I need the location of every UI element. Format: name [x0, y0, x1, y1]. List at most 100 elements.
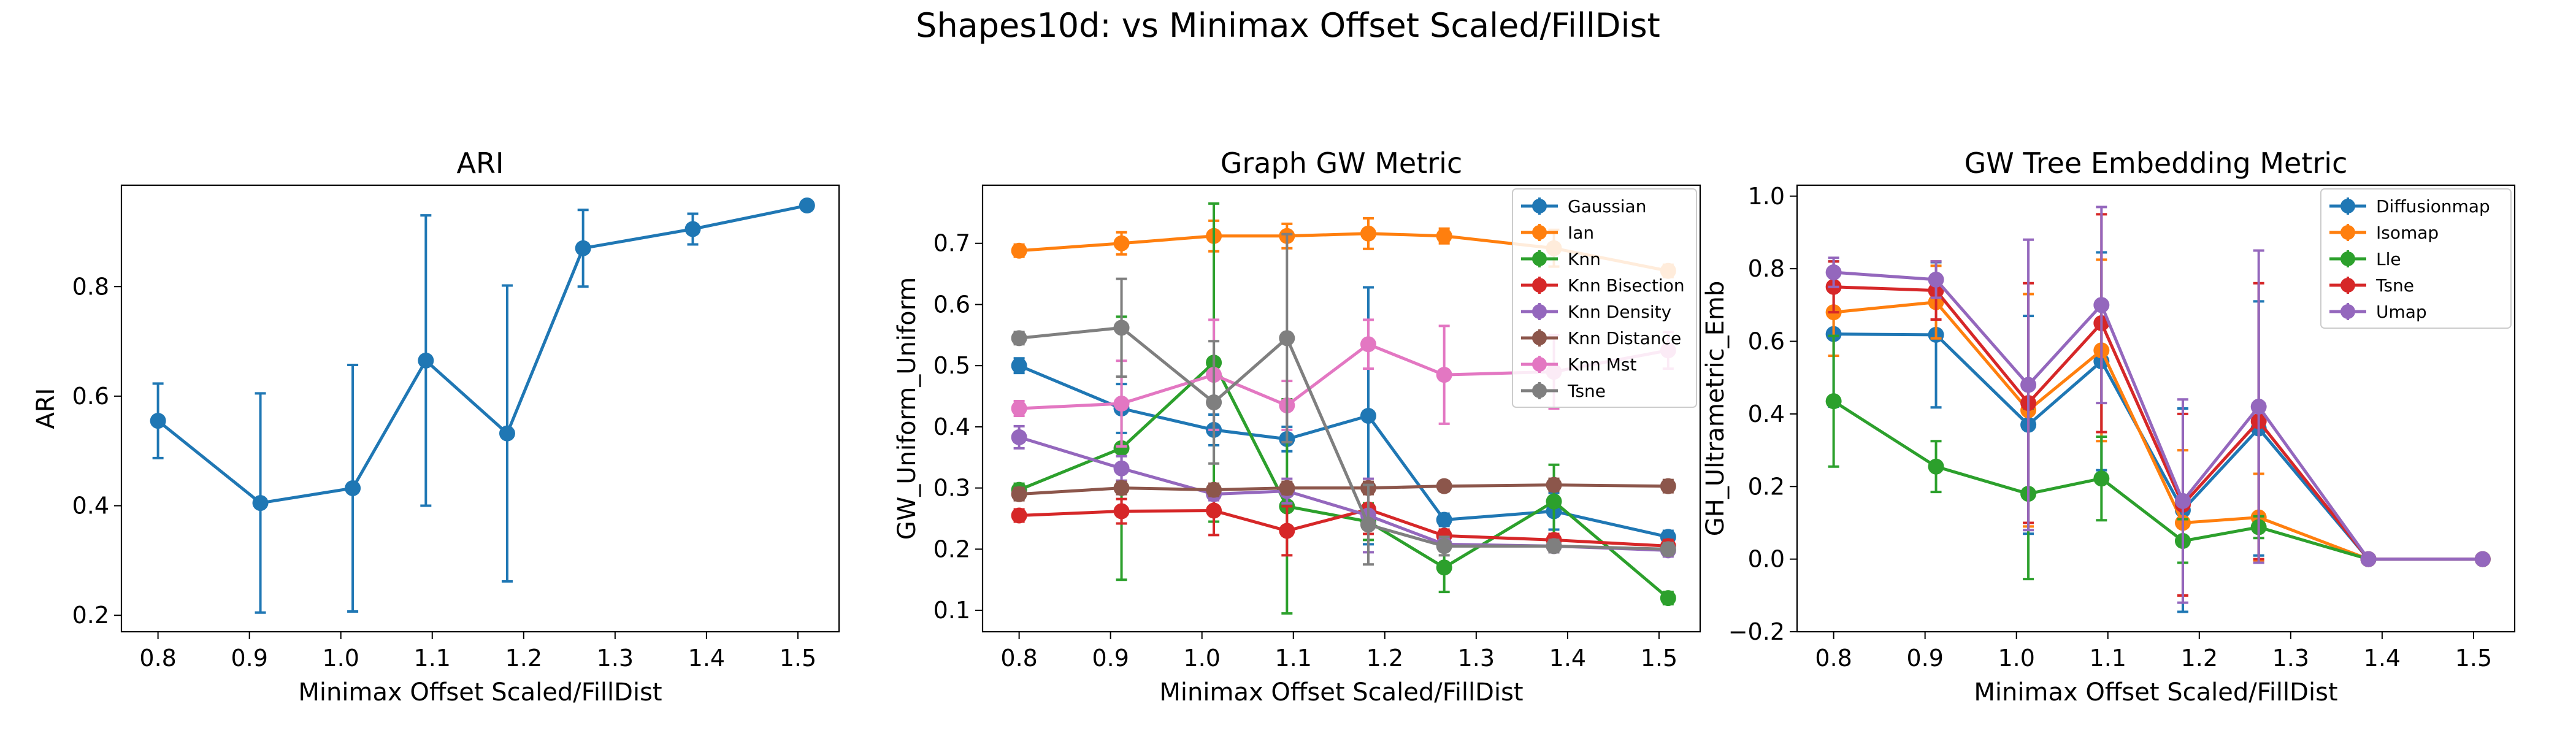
data-point — [1825, 264, 1842, 281]
data-point — [1546, 477, 1562, 493]
series-line — [1833, 270, 2483, 561]
y-tick-label: 0.2 — [1748, 473, 1785, 500]
legend-marker — [2340, 251, 2355, 266]
legend-label: Umap — [2376, 302, 2427, 322]
y-axis-label: GW_Uniform_Uniform — [893, 277, 921, 540]
series-line — [1019, 483, 1668, 496]
axes-frame — [1796, 184, 2516, 633]
x-tick-label: 1.5 — [2455, 645, 2492, 672]
x-tick-label: 1.5 — [780, 645, 816, 672]
x-tick-label: 1.4 — [1549, 645, 1586, 672]
data-point — [1360, 336, 1376, 353]
y-tick-label: −0.2 — [1728, 618, 1785, 645]
legend-label: Knn Density — [1568, 302, 1671, 322]
data-point — [499, 425, 515, 442]
data-point — [1011, 242, 1027, 259]
y-tick-label: 0.4 — [72, 493, 109, 519]
data-point — [1206, 481, 1222, 498]
data-point — [1113, 480, 1130, 496]
legend-marker — [1532, 383, 1547, 398]
y-axis-label: ARI — [32, 388, 60, 429]
data-point — [1113, 460, 1130, 477]
series-tsne — [1011, 232, 1676, 566]
y-tick-label: 0.3 — [933, 475, 970, 502]
data-point — [1660, 478, 1676, 494]
x-tick-label: 1.1 — [2090, 645, 2126, 672]
x-tick-label: 1.5 — [1641, 645, 1677, 672]
y-tick-label: 1.0 — [1748, 183, 1785, 210]
x-tick-label: 1.4 — [688, 645, 725, 672]
x-axis-label: Minimax Offset Scaled/FillDist — [298, 678, 662, 707]
figure-title: Shapes10d: vs Minimax Offset Scaled/Fill… — [916, 6, 1660, 45]
data-point — [1360, 225, 1376, 242]
data-point — [799, 197, 815, 214]
x-axis-label: Minimax Offset Scaled/FillDist — [1159, 678, 1523, 707]
data-point — [1011, 330, 1027, 347]
data-point — [2020, 377, 2037, 393]
legend-label: Ian — [1568, 223, 1594, 243]
legend-label: Knn Distance — [1568, 328, 1681, 348]
x-tick-label: 1.1 — [414, 645, 451, 672]
legend-label: Knn — [1568, 249, 1601, 269]
data-point — [1113, 396, 1130, 412]
x-tick-label: 0.9 — [1092, 645, 1129, 672]
x-tick-label: 1.3 — [1458, 645, 1495, 672]
data-point — [1360, 516, 1376, 533]
legend-box — [2320, 188, 2512, 329]
data-point — [1436, 228, 1452, 244]
legend-label: Knn Bisection — [1568, 275, 1685, 296]
axes-frame — [120, 184, 840, 633]
legend-marker — [2340, 225, 2355, 240]
chart-title: GW Tree Embedding Metric — [1965, 147, 2348, 180]
x-tick-label: 1.3 — [2272, 645, 2309, 672]
data-point — [1011, 507, 1027, 524]
data-point — [252, 495, 269, 512]
x-tick-label: 1.4 — [2364, 645, 2401, 672]
data-point — [1113, 503, 1130, 519]
series-line — [1019, 326, 1668, 551]
x-tick-label: 0.9 — [231, 645, 267, 672]
legend-label: Gaussian — [1568, 196, 1646, 217]
y-tick-label: 0.7 — [933, 230, 970, 257]
x-tick-label: 1.1 — [1275, 645, 1312, 672]
data-point — [1011, 486, 1027, 502]
legend-label: Diffusionmap — [2376, 196, 2490, 217]
chart-2: Graph GW Metric 0.8 0.9 1.0 1.1 1.2 1.3 1.4 1.5 0… — [893, 147, 1701, 707]
y-tick-label: 0.6 — [933, 291, 970, 318]
data-point — [1206, 394, 1222, 411]
y-tick-label: 0.2 — [933, 535, 970, 562]
y-tick-label: 0.4 — [933, 413, 970, 440]
data-point — [684, 221, 701, 237]
y-tick-label: 0.0 — [1748, 546, 1785, 573]
legend-marker — [1532, 225, 1547, 240]
chart-title: ARI — [457, 147, 504, 180]
legend-marker — [1532, 199, 1547, 213]
data-point — [2174, 493, 2191, 509]
legend: Gaussian Ian Knn Knn Bisection Knn Density Kn… — [1512, 188, 1697, 408]
y-axis-label: GH_Ultrametric_Emb — [1701, 281, 1730, 537]
data-point — [1011, 401, 1027, 416]
y-tick-label: 0.8 — [1748, 255, 1785, 282]
legend-label: Knn Mst — [1568, 355, 1637, 375]
x-tick-label: 0.8 — [1000, 645, 1037, 672]
data-point — [1825, 393, 1842, 410]
legend: Diffusionmap Isomap Lle Tsne Umap — [2320, 188, 2512, 329]
chart-title: Graph GW Metric — [1221, 147, 1462, 180]
legend-label: Tsne — [1567, 381, 1606, 401]
data-point — [1279, 480, 1295, 496]
series-line — [1833, 301, 2483, 561]
series-knn-distance — [1011, 477, 1676, 502]
y-tick-label: 0.4 — [1748, 401, 1785, 427]
data-point — [1436, 478, 1452, 494]
legend-box — [1512, 188, 1697, 408]
data-point — [1928, 458, 1944, 475]
legend-marker — [2340, 304, 2355, 319]
series-1 — [150, 197, 815, 614]
legend-marker — [1532, 357, 1547, 372]
data-point — [1206, 502, 1222, 519]
data-point — [2093, 470, 2110, 487]
data-point — [1436, 512, 1452, 528]
y-tick-label: 0.6 — [72, 383, 109, 410]
x-tick-label: 1.2 — [1367, 645, 1403, 672]
